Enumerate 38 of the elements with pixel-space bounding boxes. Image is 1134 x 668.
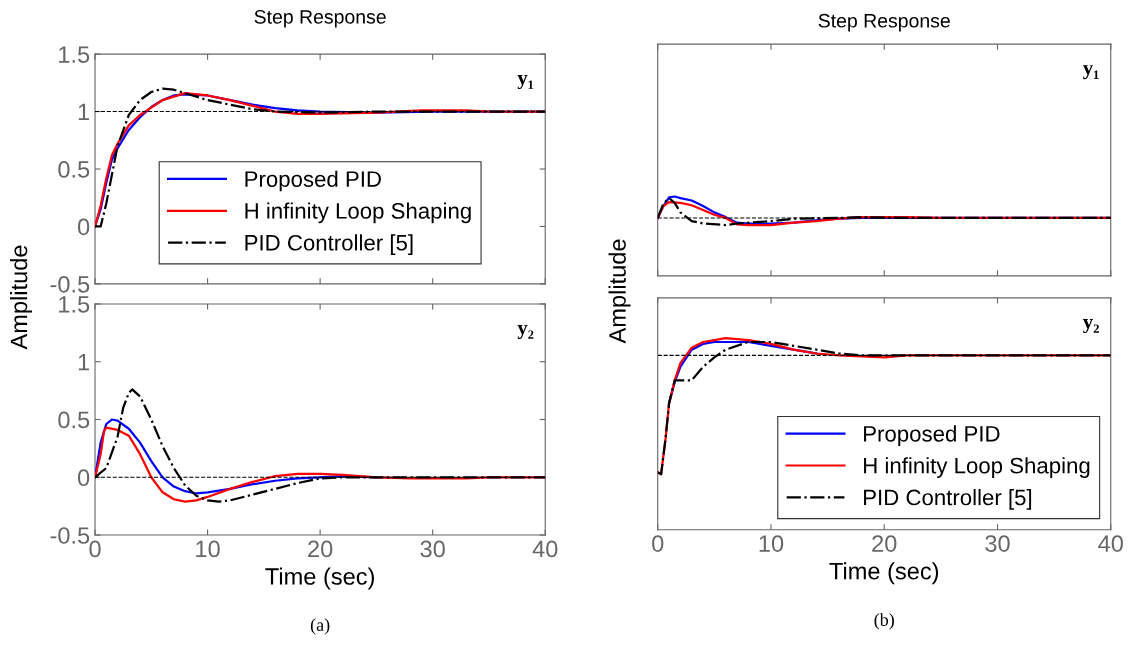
- y-tick-label: 1.5: [59, 296, 90, 313]
- legend-label: H infinity Loop Shaping: [864, 457, 1090, 478]
- x-axis-title: Time (sec): [829, 562, 939, 585]
- x-tick-label: 30: [985, 535, 1010, 552]
- x-tick-label: 10: [759, 535, 784, 552]
- legend-label: PID Controller [5]: [864, 489, 1032, 510]
- legend-label: H infinity Loop Shaping: [245, 202, 471, 224]
- y-tick-label: 1: [78, 103, 90, 121]
- y-tick-label: -0.5: [50, 527, 90, 544]
- x-tick-label: 40: [532, 540, 558, 558]
- text: (a): [310, 618, 330, 635]
- y-tick-label: 0: [77, 469, 90, 487]
- y-tick-label: 0.5: [58, 161, 90, 178]
- annotation: y₁: [517, 75, 534, 90]
- y-tick-label: 1.5: [59, 46, 90, 63]
- text: (b): [874, 613, 894, 630]
- y-axis-title: Amplitude: [608, 239, 631, 344]
- y-tick-label: 0: [77, 218, 90, 236]
- y-axis-title: Amplitude: [9, 245, 32, 350]
- y-tick-label: 0.5: [58, 411, 90, 429]
- chart-title: Step Response: [818, 13, 950, 32]
- x-tick-label: 10: [196, 540, 220, 558]
- x-tick-label: 0: [652, 535, 664, 552]
- text: y₁: [1082, 65, 1099, 80]
- x-axis-title: Time (sec): [265, 567, 374, 590]
- y-tick-label: 1: [78, 354, 90, 371]
- x-tick-label: 20: [308, 540, 333, 558]
- x-tick-label: 20: [872, 535, 897, 552]
- legend-label: Proposed PID: [245, 170, 381, 192]
- x-tick-label: 0: [89, 540, 101, 558]
- annotation: y₂: [517, 324, 534, 340]
- x-tick-label: 30: [420, 540, 445, 558]
- legend-label: Proposed PID: [864, 425, 1000, 447]
- x-tick-label: 40: [1098, 535, 1123, 552]
- text: y₂: [1082, 318, 1099, 334]
- chart-title: Step Response: [254, 9, 386, 28]
- y-tick-label: -0.5: [50, 275, 90, 293]
- legend-label: PID Controller [5]: [245, 234, 413, 256]
